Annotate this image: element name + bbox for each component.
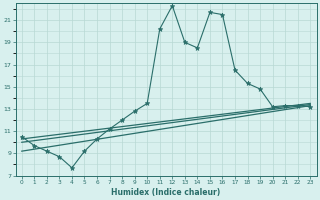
X-axis label: Humidex (Indice chaleur): Humidex (Indice chaleur) [111, 188, 221, 197]
